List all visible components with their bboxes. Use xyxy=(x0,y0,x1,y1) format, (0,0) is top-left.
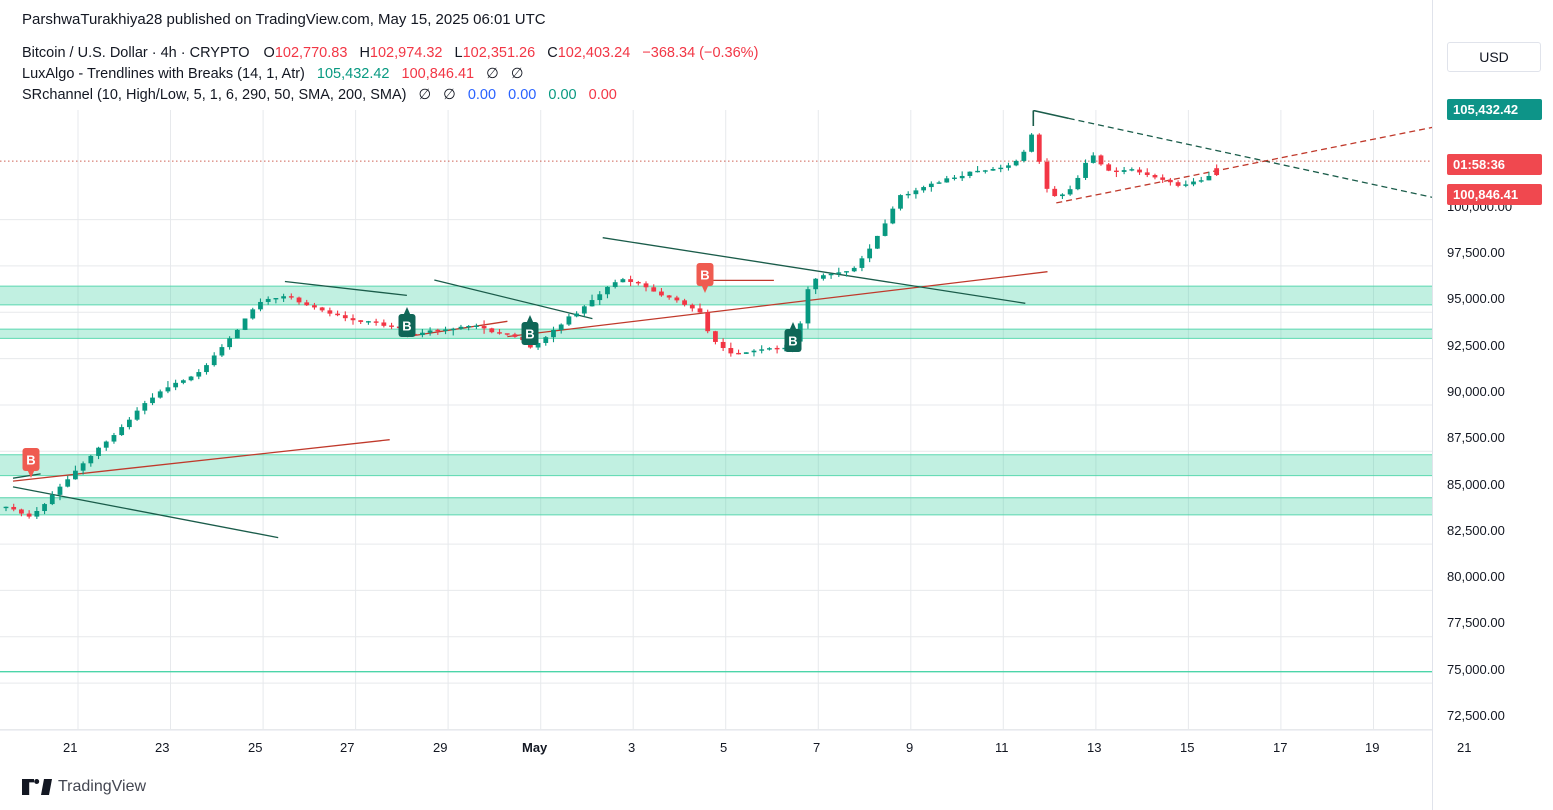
svg-text:B: B xyxy=(402,319,411,334)
svg-text:B: B xyxy=(525,327,534,342)
svg-text:B: B xyxy=(788,334,797,349)
svg-text:B: B xyxy=(26,453,35,468)
svg-text:B: B xyxy=(700,268,709,283)
